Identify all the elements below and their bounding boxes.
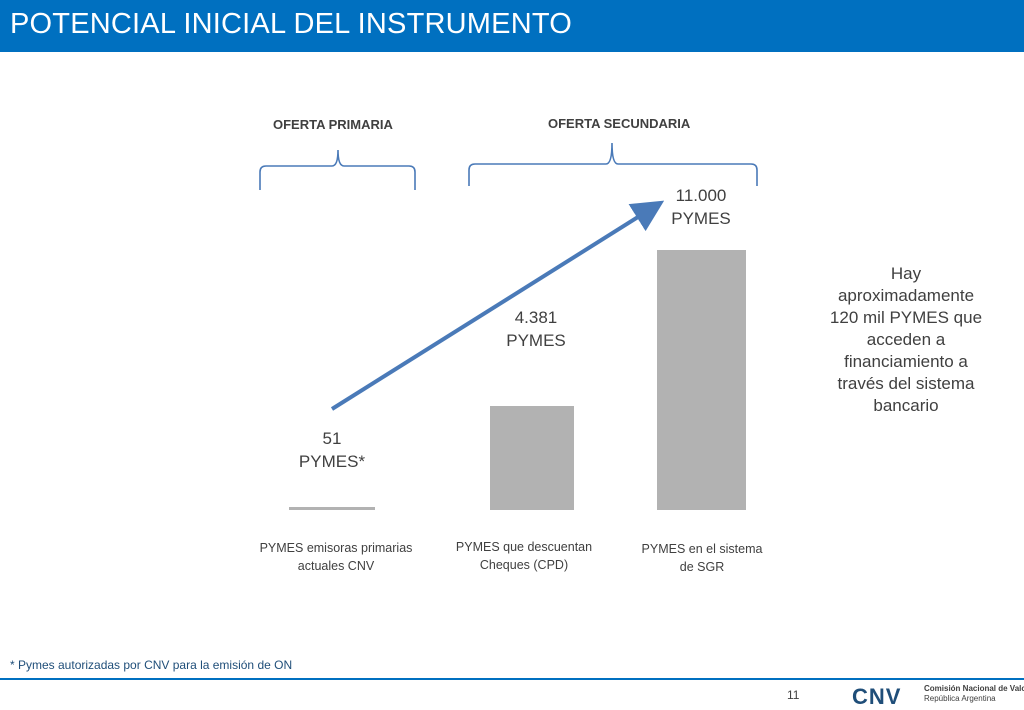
logo-line-2: República Argentina xyxy=(924,694,996,703)
category-label-2: PYMES que descuentan Cheques (CPD) xyxy=(455,540,593,572)
secondary-brace xyxy=(468,142,758,186)
page-number: 11 xyxy=(787,688,800,702)
bar-3 xyxy=(657,250,746,510)
data-label-2-unit: PYMES xyxy=(506,331,566,350)
data-label-3-unit: PYMES xyxy=(671,209,731,228)
bar-1 xyxy=(289,507,375,510)
footer-divider xyxy=(0,678,1024,680)
group-label-secondary: OFERTA SECUNDARIA xyxy=(548,116,691,131)
logo-line-1: Comisión Nacional de Valores xyxy=(924,684,1024,693)
side-note: Hay aproximadamente 120 mil PYMES que ac… xyxy=(829,264,983,415)
data-label-1-unit: PYMES* xyxy=(298,452,366,471)
data-label-3-value: 11.000 xyxy=(675,186,727,205)
data-label-2-value: 4.381 xyxy=(514,308,558,327)
title-bar: POTENCIAL INICIAL DEL INSTRUMENTO xyxy=(0,0,1024,52)
arrow-line xyxy=(330,200,665,411)
data-label-2: 4.381 PYMES xyxy=(491,306,581,352)
slide-title: POTENCIAL INICIAL DEL INSTRUMENTO xyxy=(10,8,572,40)
data-label-3: 11.000 PYMES xyxy=(656,184,746,230)
category-label-1: PYMES emisoras primarias actuales CNV xyxy=(259,541,413,573)
bar-2 xyxy=(490,406,574,510)
category-label-3: PYMES en el sistema de SGR xyxy=(641,542,763,574)
data-label-1-value: 51 xyxy=(322,429,342,448)
data-label-1: 51 PYMES* xyxy=(291,427,373,473)
logo-mark: CNV xyxy=(852,684,902,709)
primary-brace xyxy=(259,149,416,190)
footnote: * Pymes autorizadas por CNV para la emis… xyxy=(10,658,293,672)
group-label-primary: OFERTA PRIMARIA xyxy=(273,117,393,132)
